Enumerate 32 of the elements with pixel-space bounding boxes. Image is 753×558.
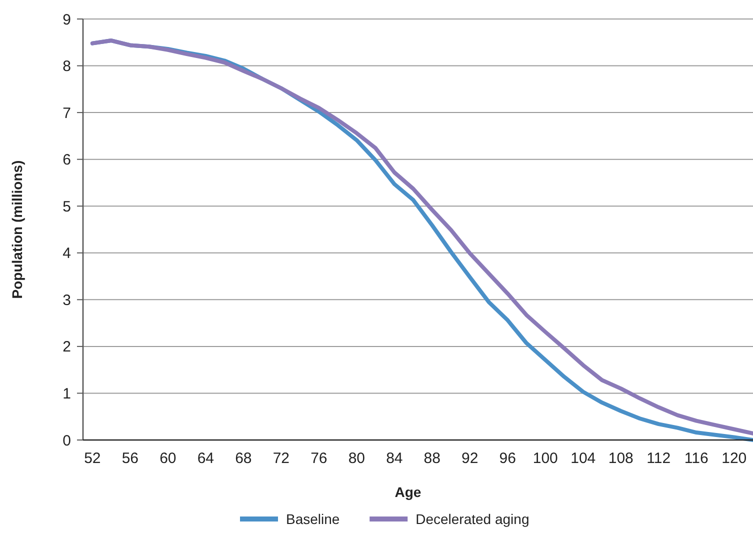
x-tick-label: 72: [272, 450, 290, 467]
y-axis-title: Population (millions): [9, 160, 25, 299]
x-tick-label: 68: [235, 450, 252, 467]
x-tick-label: 116: [684, 450, 708, 467]
x-tick-label: 100: [532, 450, 558, 467]
y-tick-label: 6: [62, 152, 71, 169]
y-tick-label: 8: [62, 58, 71, 76]
x-tick-label: 60: [160, 450, 176, 467]
y-tick-label: 1: [62, 385, 71, 402]
legend-label: Baseline: [286, 510, 340, 527]
x-tick-label: 92: [462, 450, 478, 467]
y-tick-label: 7: [62, 104, 71, 122]
x-tick-label: 64: [197, 450, 214, 467]
y-tick-label: 5: [62, 198, 71, 216]
x-tick-label: 52: [84, 450, 101, 467]
x-tick-label: 88: [424, 450, 440, 467]
x-tick-label: 96: [499, 450, 516, 467]
x-tick-label: 104: [570, 450, 596, 467]
x-tick-label: 56: [122, 450, 139, 467]
y-tick-label: 4: [62, 245, 71, 262]
y-tick-label: 9: [62, 11, 71, 28]
y-tick-label: 3: [62, 292, 71, 309]
x-tick-label: 80: [348, 450, 366, 467]
x-axis-title: Age: [394, 484, 422, 500]
legend-label: Decelerated aging: [416, 510, 530, 527]
y-tick-label: 0: [62, 432, 71, 450]
x-tick-label: 108: [608, 450, 634, 467]
y-tick-label: 2: [62, 338, 71, 356]
x-tick-label: 84: [386, 450, 403, 467]
x-tick-label: 120: [722, 450, 747, 467]
x-tick-label: 76: [310, 450, 328, 467]
x-tick-label: 112: [646, 450, 671, 467]
